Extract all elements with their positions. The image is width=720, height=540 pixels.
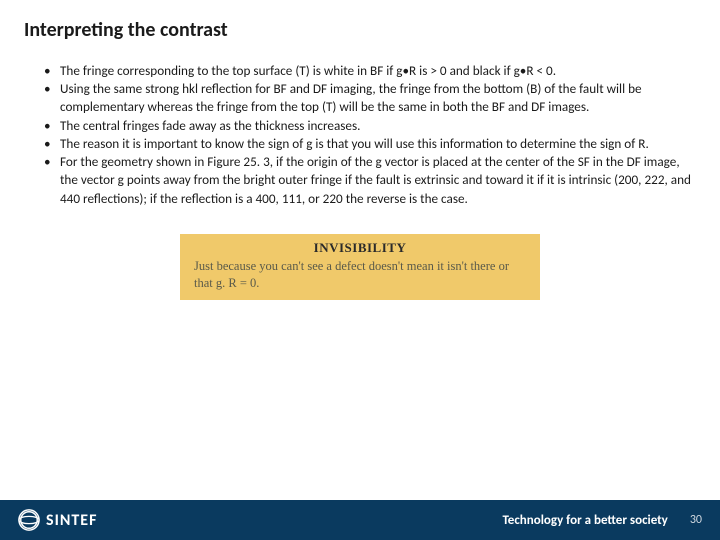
bullet-list: The fringe corresponding to the top surf…	[24, 62, 696, 208]
footer-bar: SINTEF Technology for a better society 3…	[0, 500, 720, 540]
bullet-item: For the geometry shown in Figure 25. 3, …	[44, 153, 696, 208]
callout-title: INVISIBILITY	[194, 240, 526, 256]
slide: Interpreting the contrast The fringe cor…	[0, 0, 720, 540]
callout-container: INVISIBILITY Just because you can't see …	[24, 234, 696, 300]
logo-text: SINTEF	[46, 511, 97, 530]
bullet-item: The central fringes fade away as the thi…	[44, 117, 696, 135]
page-number: 30	[690, 513, 702, 527]
callout-body: Just because you can't see a defect does…	[194, 258, 526, 292]
sintef-logo: SINTEF	[18, 509, 97, 531]
invisibility-callout: INVISIBILITY Just because you can't see …	[180, 234, 540, 300]
footer-right: Technology for a better society 30	[502, 513, 702, 528]
bullet-item: The fringe corresponding to the top surf…	[44, 62, 696, 80]
bullet-item: The reason it is important to know the s…	[44, 135, 696, 153]
footer-tagline: Technology for a better society	[502, 513, 667, 528]
slide-title: Interpreting the contrast	[24, 18, 696, 42]
bullet-item: Using the same strong hkl reflection for…	[44, 80, 696, 116]
sintef-logo-icon	[18, 509, 40, 531]
